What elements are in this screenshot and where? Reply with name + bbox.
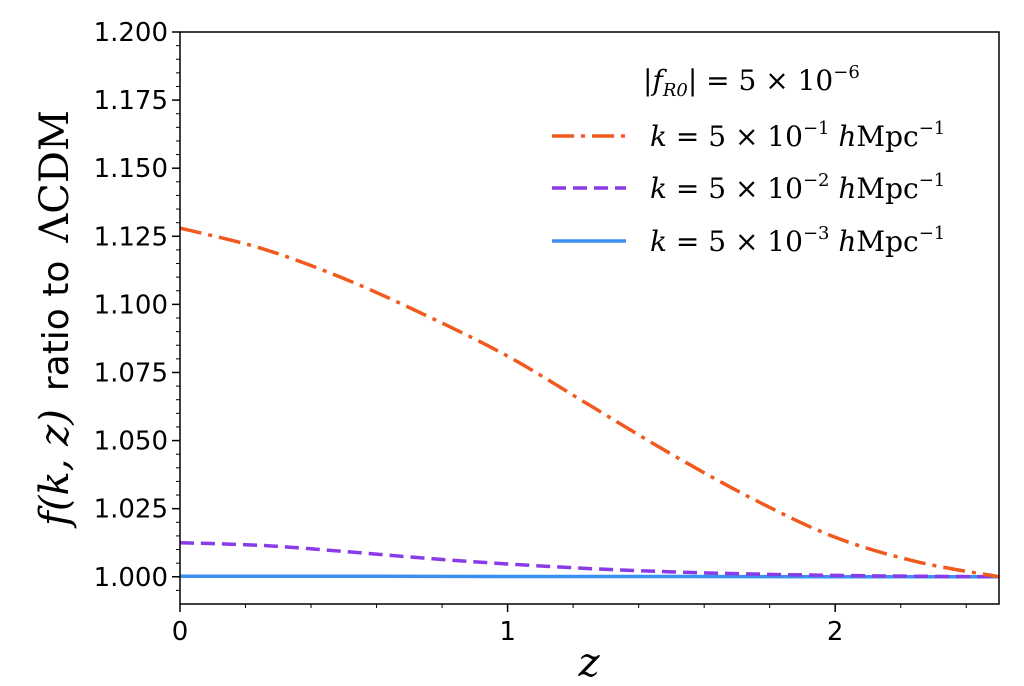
y-tick-label: 1.125 xyxy=(94,222,168,252)
svg-text:f(k, z) ratio to Λ: f(k, z) ratio to ΛCDM xyxy=(32,110,78,529)
x-axis-ticks: 0 1 2 xyxy=(172,604,967,647)
y-tick-label: 1.150 xyxy=(94,154,168,184)
y-tick-label: 1.200 xyxy=(94,18,168,48)
y-axis-label-math: f(k, z) xyxy=(32,409,78,529)
legend-label: k = 5 × 10−2 hMpc−1 xyxy=(650,170,945,205)
legend-entries: k = 5 × 10−1 hMpc−1 k = 5 × 10−2 hMpc−1 k … xyxy=(552,118,945,258)
y-tick-label: 1.050 xyxy=(94,427,168,457)
legend-label: k = 5 × 10−3 hMpc−1 xyxy=(650,223,945,258)
x-tick-label: 1 xyxy=(499,617,516,647)
series-line xyxy=(179,540,1000,579)
legend-label: k = 5 × 10−1 hMpc−1 xyxy=(650,118,945,153)
y-tick-label: 1.025 xyxy=(94,495,168,525)
series-layer xyxy=(179,226,1000,579)
legend: |fR0| = 5 × 10−6 k = 5 × 10−1 hMpc−1k = … xyxy=(552,62,945,258)
y-axis-label-text: ratio to xyxy=(36,261,77,392)
y-axis-label: f(k, z) ratio to ΛCDM xyxy=(32,110,78,529)
x-tick-label: 2 xyxy=(827,617,844,647)
y-tick-label: 1.075 xyxy=(94,358,168,388)
y-axis-label-suffix: ΛCDM xyxy=(32,110,78,244)
y-tick-label: 1.175 xyxy=(94,86,168,116)
y-tick-label: 1.100 xyxy=(94,290,168,320)
y-tick-label: 1.000 xyxy=(94,563,168,593)
series-line xyxy=(179,226,1000,579)
y-axis-ticks: 1.000 1.025 1.050 1.075 1.100 1.125 1.150 1.175… xyxy=(94,18,180,593)
x-tick-label: 0 xyxy=(172,617,189,647)
x-axis-label: z xyxy=(577,640,600,686)
